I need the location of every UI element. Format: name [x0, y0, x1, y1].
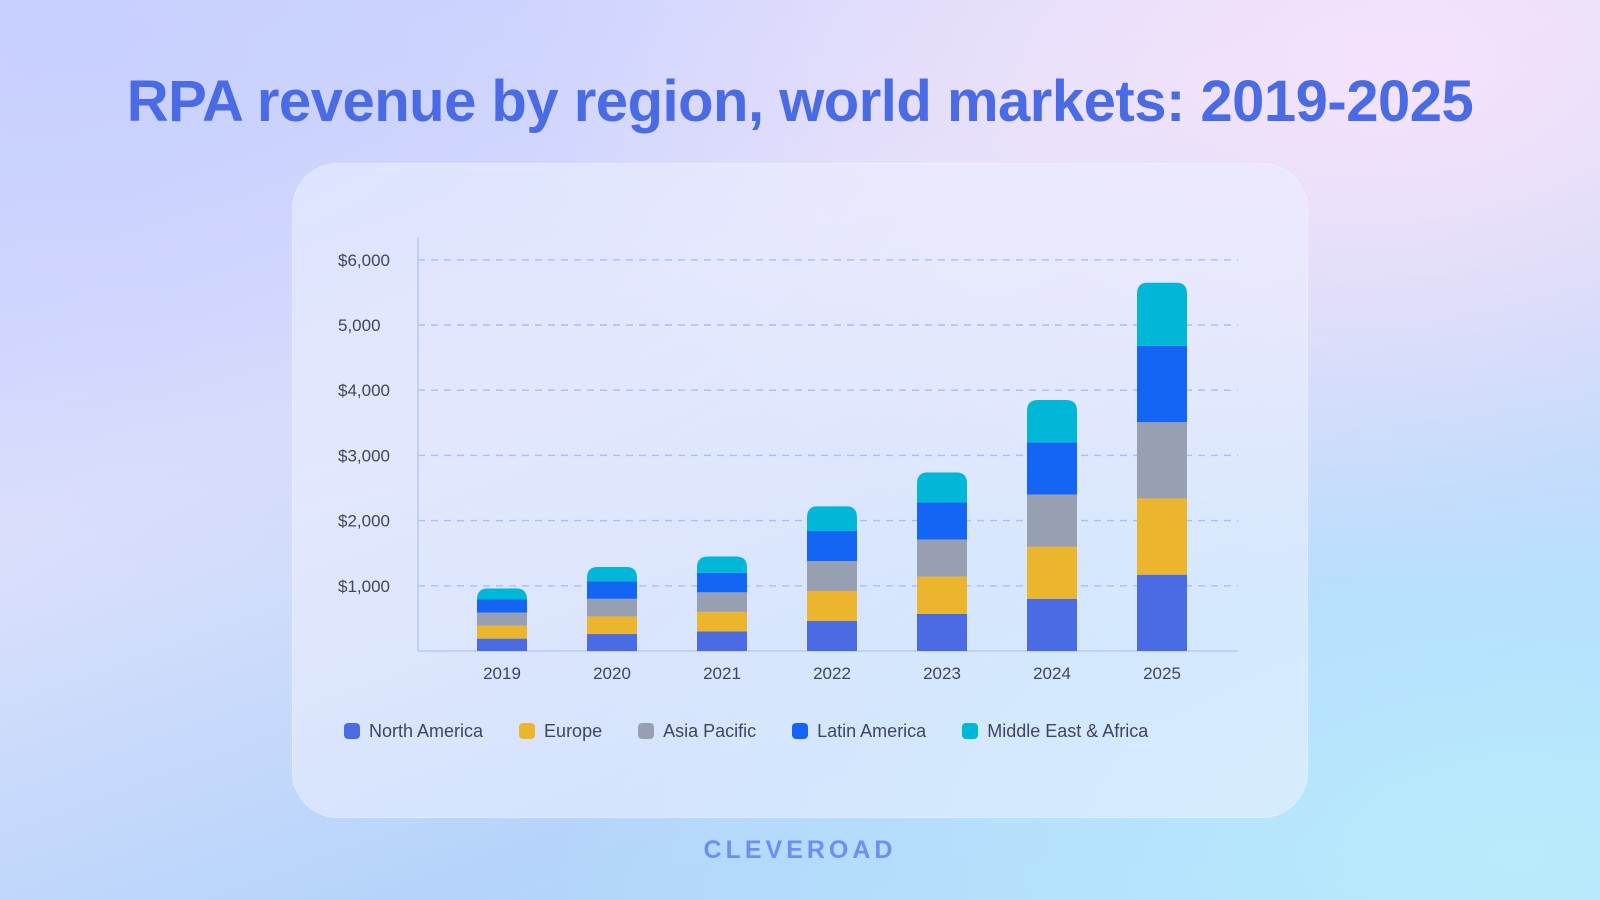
bar-stack-2019: [477, 588, 527, 651]
bar-segment-middle-east-africa-2022: [807, 506, 857, 532]
bar-segment-asia-pacific-2022: [807, 561, 857, 592]
bar-segment-europe-2020: [587, 616, 637, 635]
legend-swatch: [638, 723, 655, 739]
x-tick-label: 2024: [1033, 664, 1071, 683]
bar-stack-2021: [697, 556, 747, 651]
x-tick-label: 2022: [813, 664, 851, 683]
bar-segment-latin-america-2020: [587, 581, 637, 599]
bar-segment-middle-east-africa-2024: [1027, 399, 1077, 443]
bar-stack-2022: [807, 506, 857, 651]
bar-segment-asia-pacific-2025: [1137, 422, 1187, 499]
x-tick-label: 2021: [703, 664, 741, 683]
bar-segment-latin-america-2024: [1027, 442, 1077, 495]
bar-segment-asia-pacific-2020: [587, 598, 637, 617]
y-tick-label: 5,000: [338, 316, 381, 335]
legend-swatch: [519, 723, 536, 739]
bar-segment-asia-pacific-2024: [1027, 494, 1077, 547]
bar-segment-north-america-2019: [477, 638, 527, 651]
legend-item-middle-east-africa: Middle East & Africa: [962, 721, 1148, 742]
bar-segment-north-america-2023: [917, 613, 967, 651]
bars: [477, 282, 1187, 651]
bar-segment-north-america-2021: [697, 631, 747, 651]
legend-item-north-america: North America: [344, 721, 483, 742]
bar-segment-europe-2024: [1027, 546, 1077, 599]
x-tick-label: 2023: [923, 664, 961, 683]
bar-stack-2020: [587, 566, 637, 651]
bar-stack-2025: [1137, 282, 1187, 651]
bar-segment-middle-east-africa-2020: [587, 566, 637, 582]
legend: North America Europe Asia Pacific Latin Ame…: [344, 719, 1148, 743]
bar-segment-middle-east-africa-2021: [697, 556, 747, 573]
legend-label: Europe: [544, 720, 603, 741]
legend-label: North America: [369, 720, 484, 741]
bar-segment-middle-east-africa-2023: [917, 472, 967, 503]
legend-label: Asia Pacific: [663, 720, 757, 741]
y-tick-label: $2,000: [338, 512, 390, 531]
bar-segment-europe-2019: [477, 625, 527, 639]
bar-segment-middle-east-africa-2025: [1137, 282, 1187, 346]
bar-segment-europe-2025: [1137, 498, 1187, 575]
legend-item-latin-america: Latin America: [792, 721, 926, 742]
bar-segment-north-america-2022: [807, 621, 857, 651]
x-tick-label: 2019: [483, 664, 521, 683]
cleveroad-logo: CLEVEROAD: [703, 836, 897, 864]
bar-segment-europe-2021: [697, 611, 747, 632]
legend-label: Middle East & Africa: [987, 720, 1149, 741]
bar-segment-latin-america-2019: [477, 599, 527, 613]
y-tick-label: $1,000: [338, 577, 390, 596]
x-tick-label: 2025: [1143, 664, 1181, 683]
legend-item-europe: Europe: [519, 721, 602, 742]
bar-segment-asia-pacific-2021: [697, 592, 747, 612]
legend-label: Latin America: [817, 720, 927, 741]
y-tick-label: $6,000: [338, 251, 390, 270]
y-tick-label: $3,000: [338, 446, 390, 465]
bar-stack-2024: [1027, 399, 1077, 651]
bar-segment-north-america-2024: [1027, 598, 1077, 651]
bar-segment-europe-2023: [917, 576, 967, 614]
bar-segment-middle-east-africa-2019: [477, 588, 527, 600]
bar-segment-north-america-2025: [1137, 574, 1187, 651]
legend-swatch: [344, 723, 360, 739]
bar-segment-latin-america-2023: [917, 502, 967, 540]
legend-swatch: [962, 723, 979, 739]
x-tick-labels: 2019 2020 2021 2022 2023 2024 2025: [483, 664, 1181, 683]
legend-item-asia-pacific: Asia Pacific: [638, 721, 756, 742]
bar-segment-asia-pacific-2023: [917, 539, 967, 577]
y-tick-label: $4,000: [338, 381, 390, 400]
bar-segment-latin-america-2025: [1137, 345, 1187, 423]
y-tick-labels: $1,000 $2,000 $3,000 $4,000 5,000 $6,000: [338, 251, 390, 596]
bar-segment-latin-america-2022: [807, 531, 857, 562]
bar-stack-2023: [917, 472, 967, 651]
x-tick-label: 2020: [593, 664, 631, 683]
bar-segment-latin-america-2021: [697, 572, 747, 593]
chart-card: $1,000 $2,000 $3,000 $4,000 5,000 $6,000 2019…: [292, 163, 1308, 818]
page-title: RPA revenue by region, world markets: 20…: [126, 69, 1474, 134]
bar-segment-europe-2022: [807, 591, 857, 622]
legend-swatch: [792, 723, 809, 739]
stacked-bar-chart: $1,000 $2,000 $3,000 $4,000 5,000 $6,000 2019…: [338, 237, 1238, 683]
bar-segment-north-america-2020: [587, 634, 637, 651]
bar-segment-asia-pacific-2019: [477, 612, 527, 626]
